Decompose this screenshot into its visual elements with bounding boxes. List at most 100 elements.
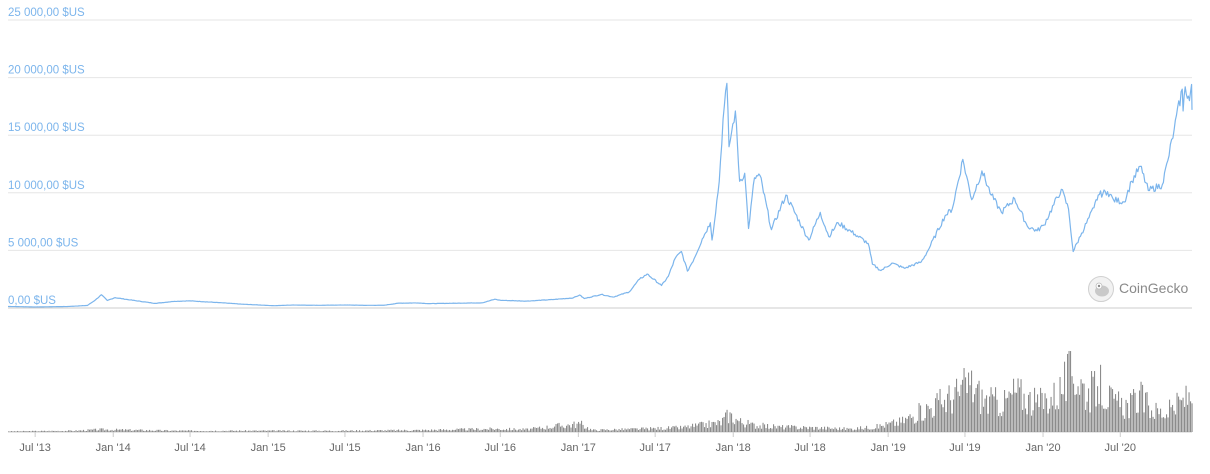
volume-bar bbox=[41, 430, 43, 432]
volume-bar bbox=[711, 422, 713, 432]
volume-bar bbox=[188, 430, 190, 432]
volume-bar bbox=[581, 420, 583, 432]
volume-bar bbox=[693, 426, 695, 432]
volume-bar bbox=[555, 424, 557, 432]
volume-bars bbox=[8, 350, 1193, 432]
volume-bar bbox=[512, 430, 514, 432]
volume-bar bbox=[30, 431, 32, 432]
volume-bar bbox=[540, 428, 542, 432]
volume-bar bbox=[818, 429, 820, 432]
volume-bar bbox=[603, 429, 605, 432]
volume-bar bbox=[819, 428, 821, 432]
volume-bar bbox=[572, 424, 574, 432]
volume-bar bbox=[1137, 412, 1139, 432]
volume-bar bbox=[270, 430, 272, 432]
volume-bar bbox=[1185, 385, 1187, 432]
volume-bar bbox=[890, 422, 892, 432]
volume-bar bbox=[48, 430, 50, 432]
volume-bar bbox=[1131, 395, 1133, 432]
volume-bar bbox=[801, 428, 803, 432]
volume-bar bbox=[828, 427, 830, 432]
volume-bar bbox=[962, 379, 964, 432]
volume-bar bbox=[1017, 378, 1019, 432]
volume-bar bbox=[531, 428, 533, 432]
volume-bar bbox=[942, 407, 944, 432]
volume-bar bbox=[204, 431, 206, 432]
volume-bar bbox=[62, 431, 64, 432]
volume-bar bbox=[60, 431, 62, 432]
volume-bar bbox=[1032, 410, 1034, 432]
volume-bar bbox=[458, 429, 460, 432]
volume-bar bbox=[1182, 397, 1184, 432]
volume-bar bbox=[383, 431, 385, 432]
volume-bar bbox=[125, 429, 127, 432]
volume-bar bbox=[917, 420, 919, 432]
volume-bar bbox=[1143, 412, 1145, 432]
volume-bar bbox=[251, 431, 253, 432]
volume-bar bbox=[1019, 387, 1021, 432]
volume-bar bbox=[273, 430, 275, 432]
volume-bar bbox=[627, 428, 629, 432]
volume-bar bbox=[702, 422, 704, 432]
volume-bar bbox=[542, 427, 544, 432]
volume-bar bbox=[1037, 394, 1039, 432]
volume-bar bbox=[498, 429, 500, 432]
volume-bar bbox=[396, 429, 398, 432]
volume-bar bbox=[1166, 414, 1168, 432]
volume-bar bbox=[783, 429, 785, 432]
volume-bar bbox=[1149, 417, 1151, 432]
volume-bar bbox=[36, 431, 38, 432]
volume-bar bbox=[987, 413, 989, 432]
volume-bar bbox=[957, 391, 959, 432]
volume-bar bbox=[678, 429, 680, 432]
volume-bar bbox=[102, 428, 104, 432]
volume-bar bbox=[647, 428, 649, 432]
volume-bar bbox=[342, 430, 344, 432]
volume-bar bbox=[1043, 409, 1045, 432]
volume-bar bbox=[314, 430, 316, 432]
volume-bar bbox=[732, 422, 734, 432]
volume-bar bbox=[920, 405, 922, 432]
volume-bar bbox=[510, 430, 512, 432]
volume-bar bbox=[963, 368, 965, 432]
volume-bar bbox=[17, 430, 19, 432]
volume-bar bbox=[761, 428, 763, 432]
volume-bar bbox=[881, 425, 883, 432]
volume-bar bbox=[456, 428, 458, 432]
volume-bar bbox=[303, 430, 305, 432]
volume-bar bbox=[842, 428, 844, 432]
volume-bar bbox=[1034, 387, 1036, 432]
volume-bar bbox=[762, 422, 764, 432]
volume-bar bbox=[1082, 383, 1084, 432]
volume-bar bbox=[636, 428, 638, 432]
volume-bar bbox=[366, 430, 368, 432]
volume-bar bbox=[287, 430, 289, 432]
volume-bar bbox=[92, 429, 94, 432]
volume-bar bbox=[902, 416, 904, 432]
y-tick-label: 15 000,00 $US bbox=[8, 122, 85, 134]
volume-bar bbox=[1070, 351, 1072, 432]
volume-bar bbox=[1100, 364, 1102, 432]
volume-bar bbox=[621, 428, 623, 432]
volume-bar bbox=[483, 428, 485, 432]
volume-bar bbox=[524, 429, 526, 432]
volume-bar bbox=[171, 430, 173, 432]
volume-bar bbox=[1148, 405, 1150, 432]
volume-bar bbox=[503, 429, 505, 432]
volume-bar bbox=[185, 430, 187, 432]
volume-bar bbox=[935, 398, 937, 432]
volume-bar bbox=[474, 430, 476, 432]
volume-bar bbox=[375, 430, 377, 432]
volume-bar bbox=[291, 431, 293, 432]
volume-bar bbox=[50, 431, 52, 432]
volume-bar bbox=[1110, 387, 1112, 432]
volume-bar bbox=[509, 427, 511, 432]
volume-bar bbox=[972, 402, 974, 432]
volume-bar bbox=[1077, 386, 1079, 432]
volume-bar bbox=[576, 423, 578, 432]
volume-bar bbox=[807, 429, 809, 432]
volume-bar bbox=[1169, 399, 1171, 432]
volume-bar bbox=[500, 430, 502, 432]
volume-bar bbox=[44, 430, 46, 432]
volume-bar bbox=[1065, 401, 1067, 432]
